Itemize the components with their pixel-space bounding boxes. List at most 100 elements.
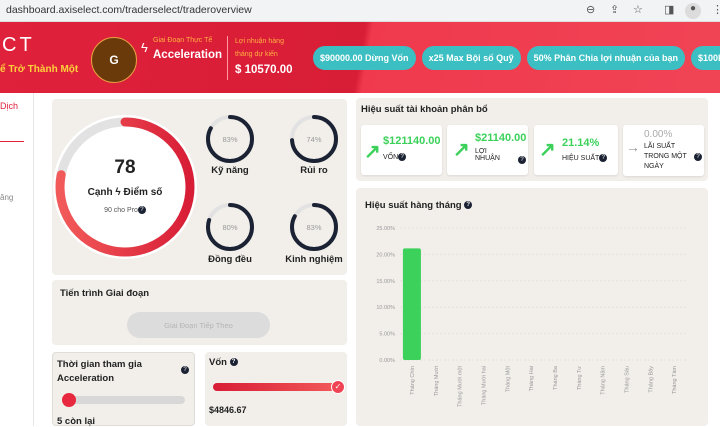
score-ring <box>55 117 195 257</box>
x-tick-label: Tháng Một <box>505 366 511 393</box>
metric-ring <box>290 203 338 251</box>
x-tick-label: Tháng Chín <box>410 366 416 395</box>
stat-label: LỢI NHUẬN <box>475 148 500 162</box>
stat-performance: ↗ 21.14% HIỆU SUẤT? <box>534 125 618 175</box>
score-label-right: Điểm số <box>123 187 163 198</box>
metric-value: 74% <box>306 135 321 144</box>
x-tick-label: Tháng Hai <box>529 366 535 391</box>
sidebar-item-1[interactable]: Dịch <box>0 101 19 111</box>
profile-icon[interactable]: ● <box>685 3 701 19</box>
pill-max-multiplier: x25 Max Bội số Quỹ <box>421 46 521 70</box>
metric-value: 83% <box>306 223 321 232</box>
help-icon[interactable]: ? <box>181 366 189 374</box>
monthly-bar-chart: 0.00% 5.00% 10.00% 15.00% 20.00% 25.00% Tháng … <box>376 226 686 407</box>
bolt-icon: ϟ <box>115 187 121 198</box>
stat-profit: ↗ $21140.00 LỢI NHUẬN ? <box>447 125 528 175</box>
allocation-title: Hiệu suất tài khoản phân bổ <box>361 104 488 115</box>
capital-value: $4846.67 <box>209 405 247 415</box>
help-icon[interactable]: ? <box>229 358 238 367</box>
y-tick-label: 0.00% <box>379 358 395 364</box>
score-rings: 83% 74% 80% 83% <box>53 115 338 259</box>
bar[interactable] <box>402 248 421 360</box>
help-icon[interactable]: ? <box>518 156 526 164</box>
divider <box>227 36 228 80</box>
stat-value: $121140.00 <box>383 135 441 147</box>
stat-value: 21.14% <box>562 137 600 149</box>
score-ring-bg <box>53 115 197 259</box>
metric-label: Rủi ro <box>300 165 328 176</box>
x-tick-label: Tháng Năm <box>601 366 607 395</box>
time-remaining: 5 còn lại <box>57 416 96 427</box>
arrow-up-icon: ↗ <box>453 139 470 161</box>
help-icon[interactable]: ? <box>599 154 608 162</box>
arrow-up-icon: ↗ <box>539 139 556 161</box>
pill-profit-split: 50% Phân Chia lợi nhuận của bạn <box>526 46 686 70</box>
x-tick-label: Tháng Mười <box>434 366 440 396</box>
help-icon[interactable]: ? <box>694 153 702 161</box>
y-tick-label: 15.00% <box>376 279 395 285</box>
allocation-card: Hiệu suất tài khoản phân bổ ↗ $121140.00… <box>356 98 708 181</box>
metric-label: Đồng đều <box>208 254 252 265</box>
capital-progress-bar <box>213 383 341 391</box>
menu-icon[interactable]: ⋮ <box>712 4 720 16</box>
metric-ring <box>290 115 338 163</box>
metric-value: 83% <box>222 135 237 144</box>
time-stage: Acceleration <box>57 373 115 384</box>
monthly-chart-card: Hiệu suất hàng tháng ? 0.00% 5.00% 10.00% 1… <box>356 188 708 426</box>
capital-title: Vốn <box>209 357 227 368</box>
time-title: Thời gian tham gia <box>57 359 142 370</box>
metric-label: Kinh nghiệm <box>285 254 343 265</box>
stat-daily-rate: → 0.00% LÃI SUẤT TRONG MỘT NGÀY ? <box>623 125 704 176</box>
x-tick-label: Tháng Mười một <box>458 366 464 407</box>
metric-ring <box>206 203 254 251</box>
score-card: 83% 74% 80% 83% 78 Cạnh ϟ Điểm số 90 cho Pr… <box>52 99 347 275</box>
x-tick-label: Tháng Tư <box>577 366 583 390</box>
y-tick-label: 20.00% <box>376 252 395 258</box>
score-label-left: Cạnh <box>87 187 113 198</box>
bolt-icon: ϟ <box>141 40 148 55</box>
metric-ring <box>206 115 254 163</box>
pill-stop-capital: $90000.00 Dừng Vốn <box>313 46 416 70</box>
browser-toolbar: dashboard.axiselect.com/traderselect/tra… <box>0 0 720 22</box>
stat-label: VỐN <box>383 153 399 161</box>
y-tick-label: 25.00% <box>376 226 395 232</box>
help-icon[interactable]: ? <box>398 153 407 161</box>
share-icon[interactable]: ⇪ <box>610 4 620 16</box>
y-tick-label: 5.00% <box>379 332 395 338</box>
x-tick-label: Tháng Ba <box>553 365 559 390</box>
score-sub: 90 cho Pro <box>104 206 138 214</box>
divider <box>0 141 24 142</box>
x-tick-label: Tháng Mười hai <box>481 366 487 405</box>
feature-pills: $90000.00 Dừng Vốn x25 Max Bội số Quỹ 50… <box>313 46 720 70</box>
stat-value: 0.00% <box>644 129 673 140</box>
metric-value: 80% <box>222 223 237 232</box>
time-progress-track <box>63 396 185 404</box>
stage-label: Giai Đoạn Thực Tế <box>153 37 213 44</box>
arrow-up-icon: ↗ <box>364 141 381 163</box>
help-icon[interactable]: ? <box>464 201 473 210</box>
capital-card: Vốn ? ✓ $4846.67 <box>205 352 347 426</box>
profit-value: $ 10570.00 <box>235 64 293 76</box>
zoom-icon[interactable]: ⊖ <box>586 4 596 16</box>
time-card: Thời gian tham gia Acceleration ? 5 còn l… <box>52 352 195 427</box>
y-tick-label: 10.00% <box>376 305 395 311</box>
sidebar-item-2[interactable]: ăng <box>0 193 14 202</box>
arrow-right-icon: → <box>626 139 640 155</box>
x-tick-label: Tháng Tám <box>672 366 678 394</box>
star-icon[interactable]: ☆ <box>633 4 643 16</box>
avatar[interactable]: G <box>91 37 137 83</box>
profit-label-2: tháng dự kiến <box>235 51 278 58</box>
metric-label: Kỹ năng <box>211 165 249 176</box>
check-icon: ✓ <box>331 380 345 394</box>
stage-name: Acceleration <box>153 49 223 61</box>
address-bar[interactable]: dashboard.axiselect.com/traderselect/tra… <box>6 4 252 16</box>
logo: CT <box>2 34 35 56</box>
next-stage-button[interactable]: Giai Đoạn Tiếp Theo <box>127 312 270 338</box>
sidebar: Dịch ăng <box>0 93 34 426</box>
pill-capital: $100k Tài t <box>691 46 720 70</box>
header: CT ể Trở Thành Một G ϟ Giai Đoạn Thực Tế… <box>0 22 720 93</box>
sidepanel-icon[interactable]: ◨ <box>664 4 675 16</box>
tagline: ể Trở Thành Một <box>0 64 79 75</box>
time-progress-handle <box>62 393 76 407</box>
help-icon[interactable]: ? <box>137 206 146 214</box>
